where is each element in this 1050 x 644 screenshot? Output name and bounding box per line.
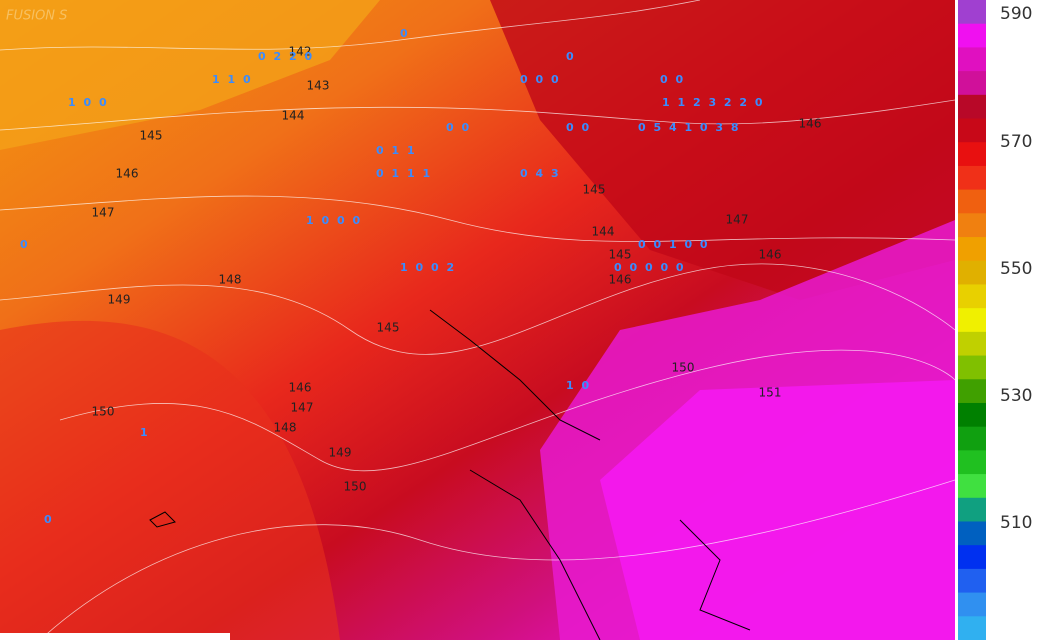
colorbar-band — [958, 142, 986, 167]
precip-label: 0 2 2 0 — [258, 50, 314, 63]
colorbar-band — [958, 426, 986, 451]
colorbar-band — [958, 94, 986, 120]
colorbar-band — [958, 47, 986, 72]
colorbar-band — [958, 379, 986, 404]
contour-label: 149 — [108, 293, 131, 307]
colorbar-band — [958, 308, 986, 333]
colorbar-band — [958, 474, 986, 499]
colorbar-band — [958, 189, 986, 214]
colorbar-band — [958, 592, 986, 617]
contour-label: 147 — [726, 213, 749, 227]
contour-label: 150 — [672, 361, 695, 375]
contour-label: 148 — [219, 273, 242, 287]
contour-label: 145 — [377, 321, 400, 335]
colorbar-band — [958, 521, 986, 546]
colorbar-band — [958, 237, 986, 262]
colorbar-band — [958, 71, 986, 96]
precip-label: 1 — [140, 426, 150, 439]
colorbar-band — [958, 497, 986, 522]
contour-label: 142 — [289, 45, 312, 59]
contour-label: 149 — [329, 446, 352, 460]
precip-label: 0 1 1 1 — [376, 167, 432, 180]
precip-label: 0 0 0 — [520, 73, 561, 86]
contour-label: 145 — [609, 248, 632, 262]
precip-label: 1 0 — [566, 379, 591, 392]
colorbar-label: 550 — [1000, 259, 1032, 279]
colorbar-label: 530 — [1000, 386, 1032, 406]
contour-label: 146 — [799, 117, 822, 131]
precip-label: 0 — [400, 27, 410, 40]
colorbar-label: 510 — [1000, 513, 1032, 533]
precip-label: 1 0 0 2 — [400, 261, 456, 274]
contour-label: 143 — [307, 79, 330, 93]
colorbar-band — [958, 284, 986, 309]
precip-label: 0 — [566, 50, 576, 63]
precip-label: 0 0 1 0 0 — [638, 238, 710, 251]
precip-label: 0 0 — [566, 121, 591, 134]
colorbar-band — [958, 165, 986, 191]
contour-label: 146 — [116, 167, 139, 181]
precip-label: 1 1 2 3 2 2 0 — [662, 96, 765, 109]
colorbar-band — [958, 450, 986, 475]
colorbar-band — [958, 23, 986, 48]
precip-label: 1 1 0 — [212, 73, 253, 86]
precip-label: 0 4 3 — [520, 167, 561, 180]
colorbar-band — [958, 118, 986, 143]
colorbar-label: 570 — [1000, 132, 1032, 152]
contour-label: 144 — [282, 109, 305, 123]
colorbar-band — [958, 616, 986, 641]
colorbar-band — [958, 331, 986, 357]
colorbar: 590 570 550 530 510 — [958, 0, 1032, 641]
contour-label: 147 — [291, 401, 314, 415]
contour-label: 147 — [92, 206, 115, 220]
precip-label: 0 0 — [660, 73, 685, 86]
precip-label: 0 5 4 1 0 3 8 — [638, 121, 741, 134]
precip-label: 0 0 0 0 0 — [614, 261, 686, 274]
colorbar-band — [958, 402, 986, 428]
colorbar-band — [958, 568, 986, 594]
colorbar-band — [958, 355, 986, 380]
colorbar-label: 590 — [1000, 4, 1032, 24]
colorbar-band — [958, 260, 986, 285]
colorbar-band — [958, 0, 986, 25]
contour-label: 145 — [140, 129, 163, 143]
contour-label: 146 — [759, 248, 782, 262]
precip-label: 1 0 0 — [68, 96, 109, 109]
contour-label: 145 — [583, 183, 606, 197]
precip-label: 0 — [20, 238, 30, 251]
watermark: FUSION S — [6, 9, 67, 24]
contour-label: 144 — [592, 225, 615, 239]
precip-label: 0 0 — [446, 121, 471, 134]
colorbar-band — [958, 213, 986, 238]
contour-label: 146 — [609, 273, 632, 287]
precip-label: 0 1 1 — [376, 144, 417, 157]
precip-label: 1 0 0 0 — [306, 214, 362, 227]
precip-label: 0 — [44, 513, 54, 526]
contour-label: 146 — [289, 381, 312, 395]
map-area: FUSION S — [0, 0, 956, 641]
contour-label: 150 — [92, 405, 115, 419]
contour-label: 150 — [344, 480, 367, 494]
contour-label: 151 — [759, 386, 782, 400]
contour-label: 148 — [274, 421, 297, 435]
colorbar-band — [958, 545, 986, 570]
